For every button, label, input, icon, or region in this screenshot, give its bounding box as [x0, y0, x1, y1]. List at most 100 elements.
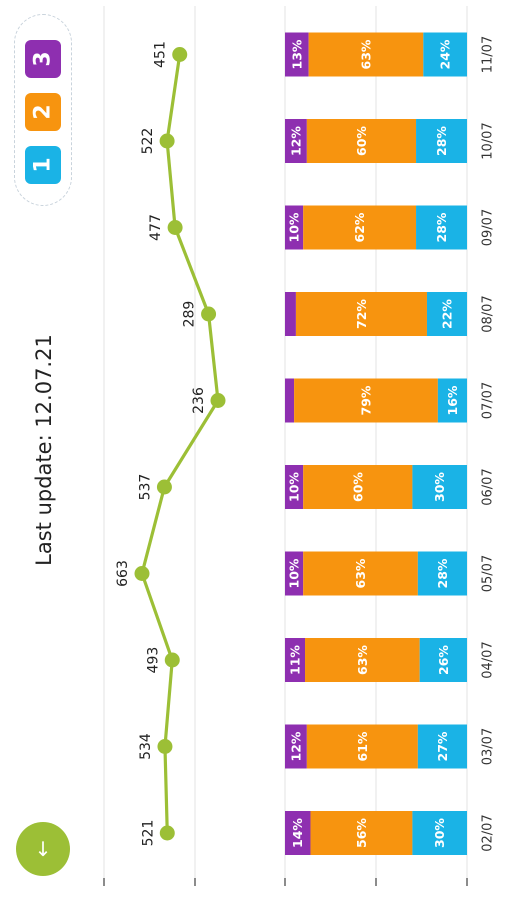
podium-block — [25, 93, 61, 131]
bar-segment — [285, 32, 309, 77]
bar-segment — [285, 378, 295, 423]
bar-label: 14% — [290, 818, 305, 848]
bar-label: 12% — [288, 731, 303, 761]
bar-segment — [417, 724, 467, 769]
bar-label: 24% — [438, 39, 453, 69]
x-tick-label: 08/07 — [481, 295, 496, 332]
bar-segment — [308, 32, 424, 77]
bar-segment — [437, 378, 467, 423]
bar-label: 16% — [445, 385, 460, 415]
bar-label: 62% — [352, 212, 367, 242]
data-point — [201, 306, 217, 322]
bar-segment — [285, 551, 304, 596]
bar-segment — [285, 811, 311, 855]
bar-segment — [416, 119, 467, 163]
stacked-bars: 14% 56% 30% 12% 61% 27% 11% 63% 26% 10% 63% 28% 10% 6… — [285, 32, 467, 855]
bar-label: 28% — [434, 126, 449, 156]
bar-label: 28% — [435, 558, 450, 588]
data-label: 477 — [148, 214, 164, 241]
bar-segment — [419, 638, 467, 682]
x-tick-label: 05/07 — [481, 555, 496, 592]
bar-segment — [294, 378, 438, 423]
data-label: 534 — [138, 733, 154, 760]
podium-icon: 1 2 3 — [25, 40, 61, 184]
bar-label: 79% — [358, 385, 373, 415]
podium-digit: 3 — [31, 51, 56, 66]
series-line — [140, 54, 220, 834]
bar-segment — [416, 205, 467, 250]
bar-segment — [305, 638, 420, 682]
x-tick-label: 09/07 — [481, 209, 496, 246]
bar-label: 61% — [355, 731, 370, 761]
podium-block — [25, 40, 61, 78]
bar-segment — [306, 724, 418, 769]
bar-segment — [303, 465, 413, 509]
scroll-down-button[interactable]: ↓ — [16, 822, 70, 876]
podium-block — [25, 146, 61, 184]
bar-segment — [285, 119, 307, 163]
data-point — [159, 825, 175, 841]
bar-segment — [285, 205, 304, 250]
data-label: 236 — [191, 387, 207, 414]
bar-label: 10% — [287, 212, 302, 242]
bar-label: 63% — [353, 558, 368, 588]
bar-label: 12% — [288, 126, 303, 156]
x-tick-label: 11/07 — [481, 36, 496, 73]
data-point — [172, 47, 188, 62]
bar-segment — [285, 724, 307, 769]
bar-segment — [412, 465, 467, 509]
podium-digit: 1 — [31, 157, 56, 172]
data-label: 537 — [137, 474, 153, 501]
bar-label: 27% — [435, 731, 450, 761]
bar-label: 72% — [354, 299, 369, 329]
bar-segment — [303, 205, 417, 250]
data-label: 289 — [182, 301, 198, 328]
x-tick-label: 10/07 — [481, 122, 496, 159]
line-series: 521 534 493 663 537 236 289 477 522 451 — [115, 41, 226, 846]
bar-segment — [303, 551, 418, 596]
bar-label: 26% — [436, 645, 451, 675]
bar-segment — [306, 119, 417, 163]
data-point — [164, 652, 180, 668]
x-tick-label: 07/07 — [481, 382, 496, 419]
x-tick-label: 06/07 — [481, 468, 496, 505]
data-label: 663 — [115, 560, 131, 587]
data-point — [134, 566, 150, 581]
bar-segment — [295, 292, 427, 336]
bar-segment — [412, 811, 467, 855]
data-label: 521 — [140, 820, 156, 847]
bar-segment — [423, 32, 467, 77]
bar-label: 10% — [287, 472, 302, 502]
bar-label: 30% — [432, 818, 447, 848]
data-point — [159, 133, 175, 149]
bar-segment — [285, 638, 306, 682]
data-point — [157, 739, 173, 754]
bar-label: 60% — [350, 472, 365, 502]
bar-label: 22% — [439, 299, 454, 329]
data-point — [156, 479, 172, 495]
bar-label: 10% — [287, 558, 302, 588]
bar-label: 28% — [434, 212, 449, 242]
bar-label: 13% — [289, 39, 304, 69]
bar-segment — [417, 551, 467, 596]
data-label: 522 — [140, 128, 156, 155]
x-tick-label: 02/07 — [481, 814, 496, 851]
bar-segment — [310, 811, 413, 855]
bar-segment — [426, 292, 467, 336]
bar-label: 63% — [358, 39, 373, 69]
bar-label: 11% — [288, 645, 303, 675]
podium-badge[interactable]: 1 2 3 — [14, 14, 72, 206]
bar-label: 30% — [432, 472, 447, 502]
last-update-title: Last update: 12.07.21 — [32, 334, 56, 566]
data-point — [210, 393, 226, 408]
bar-label: 63% — [355, 645, 370, 675]
podium-digit: 2 — [31, 104, 56, 119]
bar-segment — [285, 465, 304, 509]
x-tick-label: 04/07 — [481, 641, 496, 678]
data-point — [167, 220, 183, 235]
bar-label: 56% — [354, 818, 369, 848]
arrow-down-icon: ↓ — [34, 837, 52, 861]
data-label: 493 — [145, 647, 161, 674]
bar-label: 60% — [354, 126, 369, 156]
